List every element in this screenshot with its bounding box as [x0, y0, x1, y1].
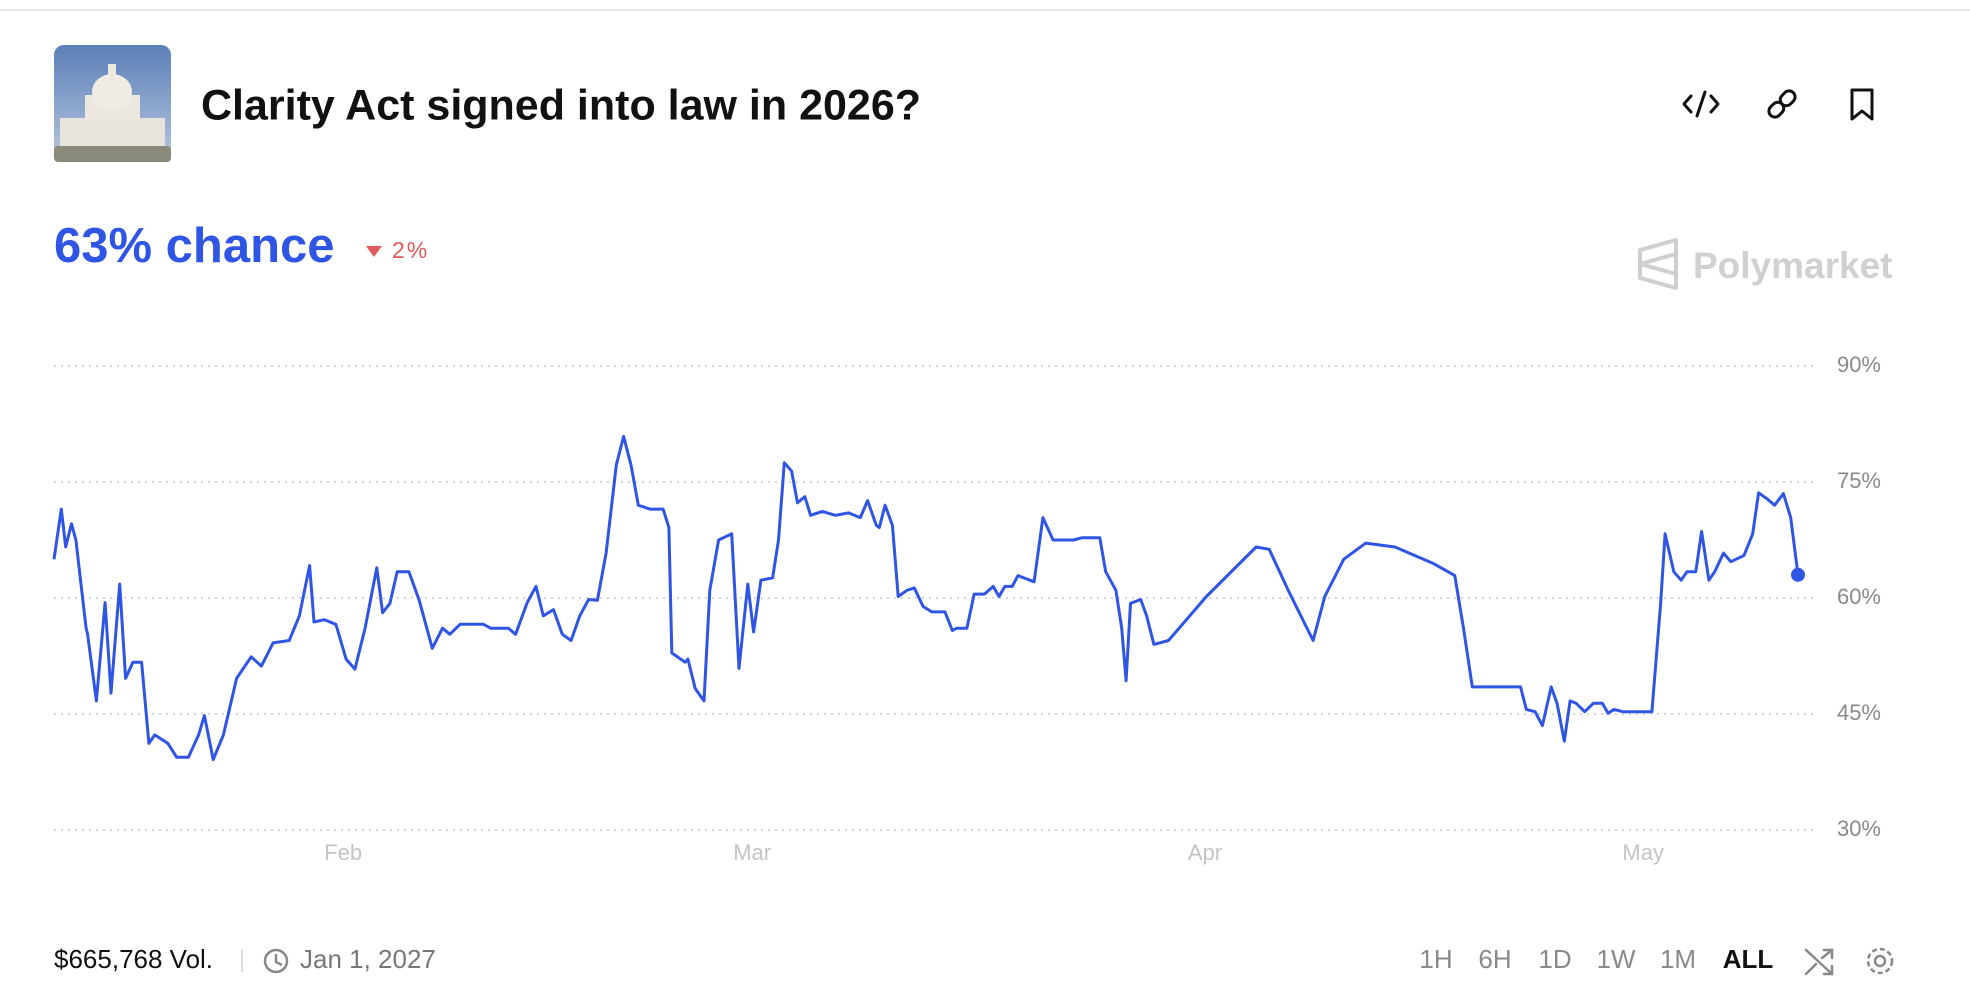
market-image	[54, 45, 171, 162]
range-button[interactable]: 1W	[1597, 944, 1636, 974]
x-tick-label: Feb	[324, 840, 362, 865]
x-tick-label: Apr	[1188, 840, 1222, 865]
change-down-icon	[366, 246, 382, 257]
watermark-logo	[1638, 238, 1678, 290]
end-date: Jan 1, 2027	[300, 944, 436, 974]
copy-link-button[interactable]	[1766, 88, 1797, 119]
current-point	[1791, 567, 1805, 582]
y-tick-label: 90%	[1837, 352, 1881, 377]
range-button[interactable]: ALL	[1723, 944, 1774, 974]
range-selector: 1H 6H 1D 1W 1M ALL	[1419, 944, 1773, 974]
chance: 63% chance	[54, 219, 335, 273]
volume: $665,768 Vol.	[54, 944, 213, 974]
y-tick-label: 30%	[1837, 816, 1881, 841]
compare-button[interactable]	[1804, 948, 1834, 976]
market-title: Clarity Act signed into law in 2026?	[201, 81, 921, 129]
watermark: Polymarket	[1693, 245, 1893, 286]
x-tick-label: Mar	[733, 840, 771, 865]
settings-button[interactable]	[1866, 947, 1894, 975]
range-button[interactable]: 1H	[1419, 944, 1452, 974]
chart: 30% 45% 60% 75% 90% Feb Mar Apr May	[52, 352, 1881, 865]
x-tick-label: May	[1622, 840, 1664, 865]
range-button[interactable]: 6H	[1478, 944, 1511, 974]
range-button[interactable]: 1D	[1538, 944, 1571, 974]
y-tick-label: 45%	[1837, 700, 1881, 725]
price-line	[52, 434, 1800, 762]
bookmark-button[interactable]	[1850, 88, 1874, 121]
change: 2%	[392, 237, 429, 263]
clock-icon	[263, 948, 289, 974]
y-tick-label: 75%	[1837, 468, 1881, 493]
embed-button[interactable]	[1682, 90, 1720, 118]
y-tick-label: 60%	[1837, 584, 1881, 609]
range-button[interactable]: 1M	[1660, 944, 1696, 974]
